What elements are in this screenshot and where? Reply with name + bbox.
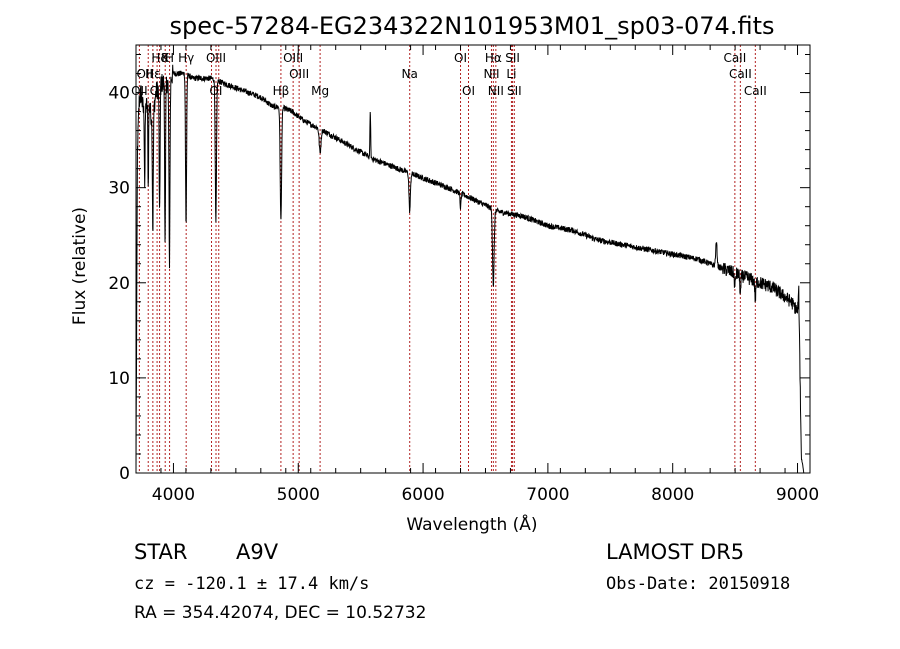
line-marker-label: Hα: [485, 51, 502, 65]
line-marker-label: Hε: [145, 67, 161, 81]
y-tick-label: 30: [108, 179, 130, 199]
x-axis-label: Wavelength (Å): [406, 513, 537, 535]
object-class: STAR: [134, 540, 188, 564]
y-tick-label: 0: [119, 464, 130, 484]
line-marker-label: CaII: [744, 84, 767, 98]
chart-title: spec-57284-EG234322N101953M01_sp03-074.f…: [170, 12, 775, 40]
line-marker-label: Hβ: [273, 84, 290, 98]
line-marker-label: CaII: [729, 67, 752, 81]
line-marker-label: OI: [209, 84, 222, 98]
line-marker-label: OIII: [289, 67, 309, 81]
line-marker-label: Hδ: [151, 51, 167, 65]
line-marker-label: Na: [402, 67, 418, 81]
line-marker-label: Hγ: [178, 51, 194, 65]
x-tick-label: 7000: [526, 485, 569, 505]
line-marker-label: SII: [505, 51, 520, 65]
y-axis-label: Flux (relative): [70, 207, 90, 325]
x-tick-label: 6000: [401, 485, 444, 505]
line-marker-label: NII: [488, 84, 504, 98]
redshift-readout: cz = -120.1 ± 17.4 km/s: [134, 574, 370, 594]
line-marker-label: Li: [506, 67, 516, 81]
line-marker-label: Mg: [311, 84, 329, 98]
survey-name: LAMOST DR5: [606, 540, 745, 564]
spectrum-line: [135, 64, 805, 474]
x-tick-label: 4000: [152, 485, 195, 505]
line-marker-label: NII: [483, 67, 499, 81]
line-marker-label: OIII: [283, 51, 303, 65]
y-tick-label: 20: [108, 274, 130, 294]
y-tick-label: 40: [108, 84, 130, 104]
line-markers: [138, 45, 756, 473]
line-marker-label: K: [161, 51, 170, 65]
line-marker-label: H: [165, 51, 174, 65]
plot-frame: [135, 44, 811, 474]
y-tick-label: 10: [108, 369, 130, 389]
x-tick-label: 9000: [776, 485, 819, 505]
line-marker-label: OI: [462, 84, 475, 98]
axis-ticks: [135, 45, 811, 474]
line-marker-label: OI: [454, 51, 467, 65]
axis-tick-labels: 4000 5000 6000 7000 8000 9000 0 10 20 30 40: [108, 84, 819, 505]
observation-date: Obs-Date: 20150918: [606, 574, 791, 594]
x-tick-label: 5000: [277, 485, 320, 505]
line-marker-label: OII: [136, 67, 153, 81]
line-marker-label: OIII: [206, 51, 226, 65]
line-marker-label: CaII: [723, 51, 746, 65]
line-marker-label: OII: [131, 84, 148, 98]
x-tick-label: 8000: [651, 485, 694, 505]
line-marker-label: SII: [507, 84, 522, 98]
coordinates: RA = 354.42074, DEC = 10.52732: [134, 603, 427, 623]
object-subclass: A9V: [236, 540, 279, 564]
